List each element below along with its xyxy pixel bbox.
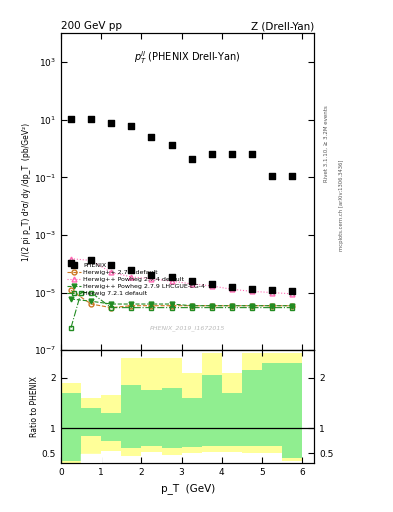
Text: PHENIX_2019_I1672015: PHENIX_2019_I1672015 [150,325,225,331]
Point [169,273,175,281]
X-axis label: p_T  (GeV): p_T (GeV) [160,483,215,494]
Text: $p_T^{ll}$ (PHENIX Drell-Yan): $p_T^{ll}$ (PHENIX Drell-Yan) [134,49,241,66]
Point [88,114,94,122]
Point [148,271,154,280]
Point [128,266,134,274]
Point [229,284,235,292]
Point [88,255,94,264]
Point [128,122,134,130]
Point [148,133,154,141]
Point [108,261,114,269]
Text: Z (Drell-Yan): Z (Drell-Yan) [251,21,314,31]
Text: Rivet 3.1.10, ≥ 3.2M events: Rivet 3.1.10, ≥ 3.2M events [324,105,329,182]
Point [189,277,195,285]
Point [269,172,275,180]
Y-axis label: 1/(2 pi p_T) d²σ/ dy /dp_T  (pb/GeV²): 1/(2 pi p_T) d²σ/ dy /dp_T (pb/GeV²) [22,123,31,261]
Point [169,141,175,150]
Text: mcplots.cern.ch [arXiv:1306.3436]: mcplots.cern.ch [arXiv:1306.3436] [339,159,344,250]
Point [269,286,275,294]
Point [209,280,215,288]
Y-axis label: Ratio to PHENIX: Ratio to PHENIX [30,376,39,437]
Point [249,151,255,159]
Point [68,114,74,122]
Point [249,285,255,293]
Point [189,155,195,163]
Legend: PHENIX, Herwig++ 2.7.1 default, Herwig++ Powheg 2.7.4 default, Herwig++ Powheg 2: PHENIX, Herwig++ 2.7.1 default, Herwig++… [66,262,206,296]
Point [68,259,74,267]
Point [289,172,296,180]
Point [108,119,114,127]
Point [289,287,296,295]
Text: 200 GeV pp: 200 GeV pp [61,21,122,31]
Point [209,150,215,158]
Point [229,151,235,159]
